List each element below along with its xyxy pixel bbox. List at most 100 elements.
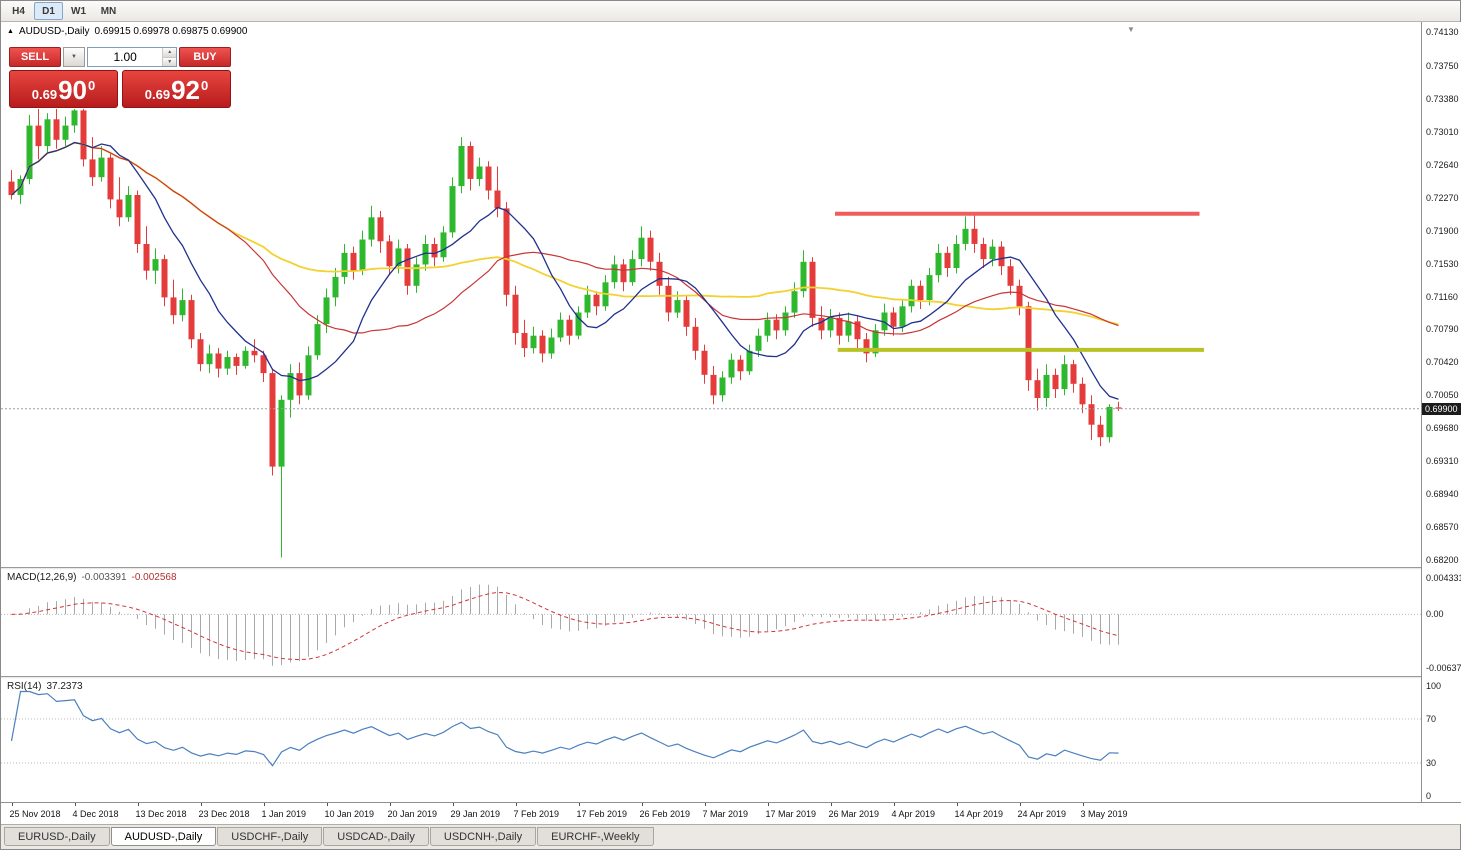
current-price-badge: 0.69900 — [1422, 403, 1461, 415]
tab-eurchf-weekly[interactable]: EURCHF-,Weekly — [537, 827, 654, 846]
price-scale[interactable]: 0.69900 0.74130 0.73750 0.73380 0.73010 0.72… — [1421, 22, 1461, 802]
date-axis-label: 7 Feb 2019 — [513, 809, 560, 819]
date-axis-label: 29 Jan 2019 — [450, 809, 501, 819]
date-tick — [263, 803, 265, 806]
macd-signal-value: -0.002568 — [131, 572, 177, 583]
price-axis-label: 0.72270 — [1426, 193, 1459, 203]
chart-symbol-label: AUDUSD-,Daily — [18, 26, 90, 37]
date-tick — [641, 803, 643, 806]
macd-axis-label: 0.004331 — [1426, 573, 1461, 583]
date-axis-label: 24 Apr 2019 — [1017, 809, 1067, 819]
timeframe-h4-button[interactable]: H4 — [12, 5, 25, 17]
volume-dropdown-button[interactable]: ▼ — [63, 47, 85, 67]
buy-price-base: 0.69 — [144, 87, 171, 102]
price-axis-label: 0.73380 — [1426, 94, 1459, 104]
price-axis-label: 0.70790 — [1426, 324, 1459, 334]
date-tick — [326, 803, 328, 806]
rsi-axis-label: 30 — [1426, 758, 1437, 768]
date-axis-label: 3 May 2019 — [1080, 809, 1128, 819]
macd-main-value: -0.003391 — [81, 572, 127, 583]
sell-price-base: 0.69 — [31, 87, 58, 102]
price-axis-label: 0.69680 — [1426, 423, 1459, 433]
pane-divider[interactable] — [1, 567, 1461, 570]
date-axis-label: 10 Jan 2019 — [324, 809, 375, 819]
date-axis[interactable]: 25 Nov 2018 4 Dec 2018 13 Dec 2018 23 Dec 2… — [1, 802, 1461, 824]
price-axis-label: 0.69310 — [1426, 456, 1459, 466]
date-tick — [452, 803, 454, 806]
date-axis-label: 25 Nov 2018 — [9, 809, 61, 819]
tab-usdchf-daily[interactable]: USDCHF-,Daily — [217, 827, 323, 846]
rsi-value: 37.2373 — [46, 681, 83, 692]
price-axis-label: 0.74130 — [1426, 27, 1459, 37]
buy-button[interactable]: BUY — [179, 47, 231, 67]
date-axis-label: 4 Apr 2019 — [891, 809, 936, 819]
date-tick — [704, 803, 706, 806]
date-axis-label: 4 Dec 2018 — [72, 809, 119, 819]
price-axis-label: 0.68200 — [1426, 555, 1459, 565]
timeframe-mn-button[interactable]: MN — [100, 5, 117, 17]
date-tick — [74, 803, 76, 806]
sell-price-pipette: 0 — [88, 78, 96, 93]
macd-axis-label: -0.006375 — [1426, 663, 1461, 673]
volume-field-wrap: ▲ ▼ — [87, 47, 177, 67]
date-tick — [767, 803, 769, 806]
date-tick — [200, 803, 202, 806]
date-axis-label: 1 Jan 2019 — [261, 809, 307, 819]
timeframe-d1-button[interactable]: D1 — [34, 2, 63, 20]
one-click-trading-panel: SELL ▼ ▲ ▼ BUY 0.69 90 0 0.69 92 0 — [8, 46, 232, 109]
price-axis-label: 0.68940 — [1426, 489, 1459, 499]
date-axis-label: 13 Dec 2018 — [135, 809, 187, 819]
sell-price-display[interactable]: 0.69 90 0 — [9, 70, 118, 108]
price-axis-label: 0.70420 — [1426, 357, 1459, 367]
date-tick — [893, 803, 895, 806]
rsi-indicator-pane[interactable] — [1, 679, 1422, 802]
volume-input[interactable] — [88, 48, 163, 66]
macd-indicator-pane[interactable] — [1, 570, 1422, 676]
date-axis-label: 7 Mar 2019 — [702, 809, 749, 819]
price-axis-label: 0.68570 — [1426, 522, 1459, 532]
date-tick — [1019, 803, 1021, 806]
buy-price-display[interactable]: 0.69 92 0 — [122, 70, 231, 108]
date-tick — [830, 803, 832, 806]
price-chart-pane[interactable] — [1, 22, 1422, 567]
macd-label: MACD(12,26,9) -0.003391 -0.002568 — [7, 572, 177, 583]
date-axis-label: 23 Dec 2018 — [198, 809, 250, 819]
date-tick — [578, 803, 580, 806]
tab-eurusd-daily[interactable]: EURUSD-,Daily — [4, 827, 110, 846]
timeframe-w1-button[interactable]: W1 — [71, 5, 86, 17]
tab-audusd-daily[interactable]: AUDUSD-,Daily — [110, 827, 217, 846]
chevron-down-icon[interactable]: ▼ — [1127, 25, 1135, 34]
buy-price-pips: 92 — [171, 75, 200, 105]
tab-usdcnh-daily[interactable]: USDCNH-,Daily — [429, 827, 537, 846]
rsi-name: RSI(14) — [7, 681, 42, 692]
date-tick — [137, 803, 139, 806]
date-axis-label: 14 Apr 2019 — [954, 809, 1004, 819]
volume-spinner-down[interactable]: ▼ — [163, 57, 176, 66]
symbol-marker-icon: ▲ — [7, 27, 14, 35]
pane-divider[interactable] — [1, 676, 1461, 679]
macd-axis-label: 0.00 — [1426, 609, 1444, 619]
date-axis-label: 17 Feb 2019 — [576, 809, 628, 819]
macd-name: MACD(12,26,9) — [7, 572, 77, 583]
rsi-axis-label: 0 — [1426, 791, 1432, 801]
sell-button[interactable]: SELL — [9, 47, 61, 67]
chart-title: ▲ AUDUSD-,Daily 0.69915 0.69978 0.69875 … — [7, 26, 247, 37]
rsi-label: RSI(14) 37.2373 — [7, 681, 83, 692]
price-axis-label: 0.72640 — [1426, 160, 1459, 170]
date-axis-label: 26 Feb 2019 — [639, 809, 691, 819]
price-axis-label: 0.73750 — [1426, 61, 1459, 71]
buy-price-pipette: 0 — [201, 78, 209, 93]
date-tick — [389, 803, 391, 806]
tab-usdcad-daily[interactable]: USDCAD-,Daily — [323, 827, 429, 846]
price-axis-label: 0.70050 — [1426, 390, 1459, 400]
chart-ohlc-values: 0.69915 0.69978 0.69875 0.69900 — [94, 26, 248, 37]
price-axis-label: 0.71900 — [1426, 226, 1459, 236]
volume-spinner-up[interactable]: ▲ — [163, 48, 176, 58]
date-tick — [515, 803, 517, 806]
rsi-axis-label: 100 — [1426, 681, 1442, 691]
price-axis-label: 0.71160 — [1426, 292, 1458, 302]
price-axis-label: 0.73010 — [1426, 127, 1459, 137]
date-axis-label: 26 Mar 2019 — [828, 809, 880, 819]
price-axis-label: 0.71530 — [1426, 259, 1459, 269]
